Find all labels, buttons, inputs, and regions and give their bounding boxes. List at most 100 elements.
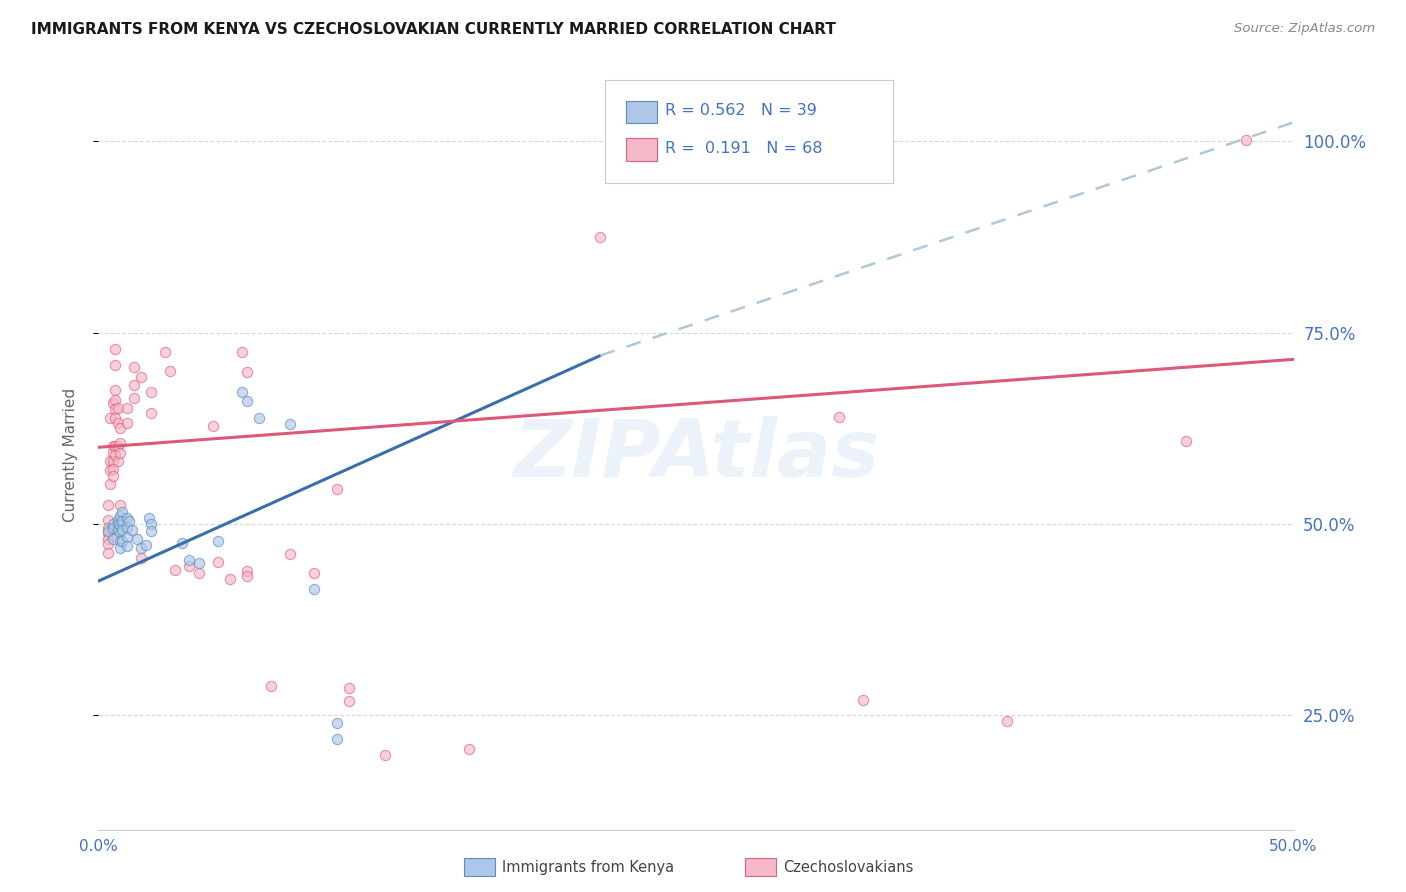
Point (124, 377, 146, 392)
Point (235, 365, 257, 379)
Point (97, 537, 120, 551)
Point (111, 505, 134, 519)
Point (98, 411, 122, 425)
Point (107, 439, 129, 453)
Point (108, 509, 131, 524)
Point (115, 539, 138, 553)
Point (339, 694, 361, 708)
Point (125, 532, 148, 546)
Point (207, 555, 229, 569)
Point (104, 448, 127, 462)
Point (97, 525, 120, 540)
Point (179, 553, 201, 567)
Point (107, 523, 129, 537)
Point (207, 533, 229, 548)
Text: Source: ZipAtlas.com: Source: ZipAtlas.com (1234, 22, 1375, 36)
Point (104, 358, 127, 372)
Point (339, 681, 361, 695)
Point (104, 383, 127, 397)
Point (374, 747, 396, 762)
Point (852, 692, 875, 706)
Point (326, 732, 349, 747)
Point (326, 483, 349, 497)
Point (104, 343, 127, 357)
Point (131, 370, 153, 384)
Point (202, 418, 225, 433)
Point (235, 564, 257, 578)
Y-axis label: Currently Married: Currently Married (63, 388, 77, 522)
Point (121, 523, 143, 537)
Point (98, 477, 122, 491)
Point (101, 446, 124, 460)
Point (108, 446, 131, 460)
Point (111, 515, 134, 529)
Point (139, 385, 162, 400)
Point (118, 515, 141, 529)
Point (179, 558, 201, 573)
Point (108, 498, 131, 512)
Point (98, 463, 122, 477)
Point (104, 411, 127, 425)
Point (1175, 434, 1198, 449)
Point (101, 532, 124, 546)
Point (159, 364, 181, 378)
Point (107, 454, 129, 468)
Point (97, 513, 120, 527)
Point (101, 454, 124, 468)
Point (589, 230, 612, 244)
Point (115, 416, 138, 430)
Point (302, 566, 325, 581)
Text: Czechoslovakians: Czechoslovakians (783, 860, 914, 874)
Point (163, 563, 186, 577)
Point (995, 714, 1018, 728)
Point (231, 385, 253, 400)
Point (107, 516, 129, 531)
Point (139, 524, 162, 539)
Point (101, 396, 124, 410)
Point (101, 461, 124, 475)
Text: R = 0.562   N = 39: R = 0.562 N = 39 (665, 103, 817, 118)
Point (101, 520, 124, 534)
Point (108, 518, 131, 533)
Point (107, 416, 129, 430)
Point (115, 520, 138, 534)
Point (108, 525, 131, 540)
Point (104, 402, 127, 417)
Point (139, 406, 162, 420)
Point (111, 533, 134, 548)
Point (107, 513, 129, 527)
Point (104, 439, 127, 453)
Point (1234, 133, 1257, 147)
Point (107, 401, 129, 415)
Point (131, 551, 153, 566)
Point (108, 421, 131, 435)
Point (326, 715, 349, 730)
Point (124, 359, 146, 374)
Text: Immigrants from Kenya: Immigrants from Kenya (502, 860, 673, 874)
Point (235, 394, 257, 409)
Point (278, 547, 301, 561)
Point (111, 523, 134, 537)
Point (101, 469, 124, 483)
Text: ZIPAtlas: ZIPAtlas (513, 416, 879, 494)
Point (97, 532, 120, 546)
Point (138, 510, 160, 524)
Point (302, 582, 325, 596)
Point (219, 572, 242, 586)
Point (108, 436, 131, 450)
Point (172, 536, 194, 550)
Point (131, 541, 153, 556)
Point (247, 411, 270, 425)
Point (101, 439, 124, 453)
Point (187, 566, 209, 581)
Point (97, 546, 120, 560)
Point (108, 533, 131, 548)
Point (98, 454, 122, 468)
Point (115, 401, 138, 415)
Point (139, 516, 162, 531)
Point (278, 417, 301, 432)
Point (458, 742, 481, 756)
Point (115, 510, 138, 524)
Point (235, 568, 257, 582)
Point (115, 530, 138, 544)
